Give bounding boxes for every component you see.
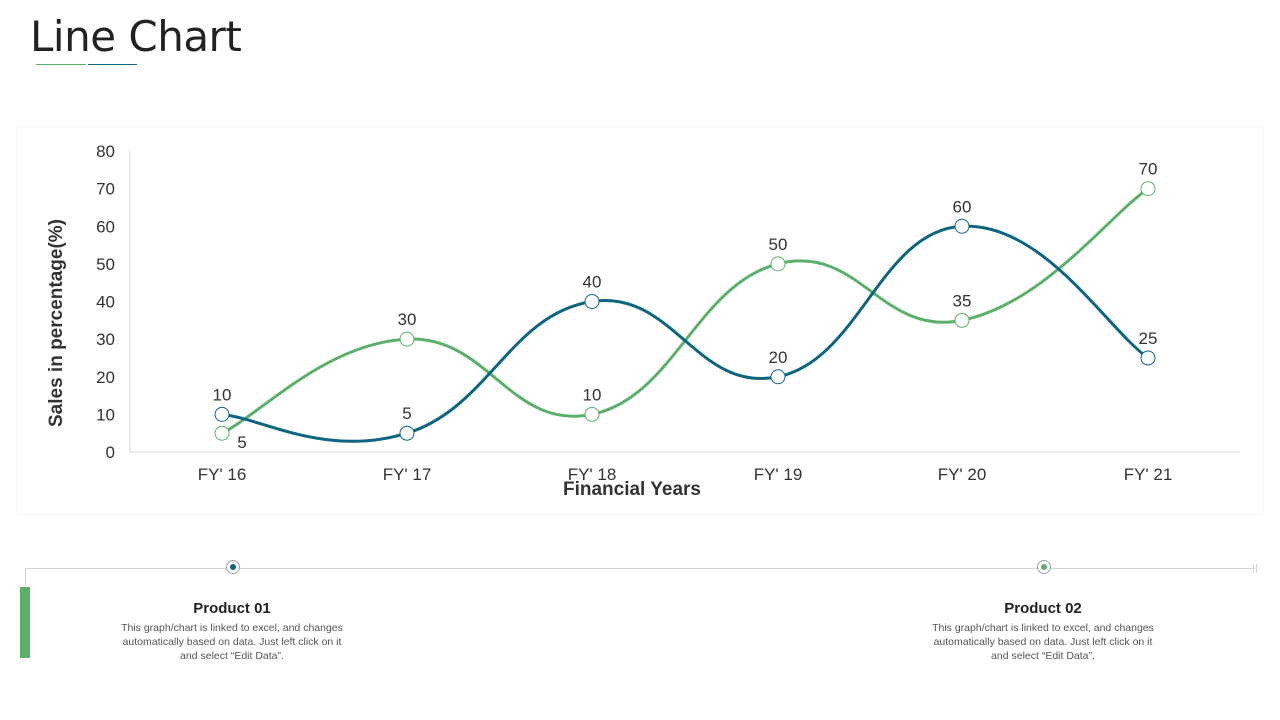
timeline-start-tick bbox=[25, 568, 26, 585]
series-line bbox=[221, 224, 1149, 443]
data-point bbox=[1140, 350, 1156, 366]
x-tick-label: FY' 16 bbox=[198, 465, 247, 484]
line-chart: 0 10 20 30 40 50 60 70 80 FY' 16 FY' 17 FY' 18 FY' 1… bbox=[46, 142, 1240, 500]
data-label: 40 bbox=[583, 273, 602, 292]
product-01-desc-line: and select “Edit Data”. bbox=[180, 650, 284, 662]
accent-side-bar bbox=[20, 587, 30, 658]
y-tick-label: 40 bbox=[96, 293, 115, 312]
product-02-marker-dot bbox=[1041, 564, 1047, 570]
data-point bbox=[214, 425, 230, 441]
product-01-marker-dot bbox=[230, 564, 236, 570]
timeline-line bbox=[25, 568, 1255, 569]
timeline-end-tick bbox=[1253, 564, 1254, 573]
data-label: 20 bbox=[769, 348, 788, 367]
x-tick-label: FY' 19 bbox=[754, 465, 803, 484]
product-02-desc-line: and select “Edit Data”. bbox=[991, 650, 1095, 662]
y-tick-label: 0 bbox=[106, 443, 115, 462]
product-02-desc-line: automatically based on data. Just left c… bbox=[933, 636, 1153, 648]
y-tick-label: 50 bbox=[96, 255, 115, 274]
data-label: 25 bbox=[1139, 329, 1158, 348]
x-tick-label: FY' 20 bbox=[938, 465, 987, 484]
y-tick-label: 10 bbox=[96, 405, 115, 424]
product-02-marker bbox=[1037, 560, 1051, 574]
data-label: 50 bbox=[769, 235, 788, 254]
product-02-block: Product 02 This graph/chart is linked to… bbox=[908, 600, 1178, 663]
y-tick-label: 70 bbox=[96, 180, 115, 199]
chart-card: 0 10 20 30 40 50 60 70 80 FY' 16 FY' 17 FY' 18 FY' 1… bbox=[18, 128, 1262, 514]
data-label: 30 bbox=[398, 310, 417, 329]
x-tick-label: FY' 18 bbox=[568, 465, 617, 484]
data-point bbox=[770, 256, 786, 272]
product-02-desc-line: This graph/chart is linked to excel, and… bbox=[932, 622, 1154, 634]
y-axis-title: Sales in percentage(%) bbox=[46, 219, 67, 427]
data-label: 5 bbox=[237, 433, 246, 452]
y-tick-label: 30 bbox=[96, 330, 115, 349]
product-01-block: Product 01 This graph/chart is linked to… bbox=[97, 600, 367, 663]
x-axis-title: Financial Years bbox=[563, 479, 701, 500]
data-point bbox=[214, 406, 230, 422]
data-label: 10 bbox=[213, 385, 232, 404]
data-label: 70 bbox=[1139, 160, 1158, 179]
title-underline-blue bbox=[88, 64, 137, 65]
y-tick-label: 20 bbox=[96, 368, 115, 387]
data-label: 10 bbox=[583, 385, 602, 404]
data-point bbox=[399, 331, 415, 347]
data-label: 35 bbox=[953, 291, 972, 310]
product-02-title: Product 02 bbox=[1004, 600, 1082, 617]
data-point bbox=[954, 218, 970, 234]
data-label: 5 bbox=[402, 404, 411, 423]
product-01-description: This graph/chart is linked to excel, and… bbox=[97, 621, 367, 663]
page-title: Line Chart bbox=[30, 12, 242, 61]
data-point bbox=[1140, 181, 1156, 197]
y-tick-label: 60 bbox=[96, 217, 115, 236]
product-01-title: Product 01 bbox=[193, 600, 271, 617]
data-label: 60 bbox=[953, 197, 972, 216]
data-point bbox=[399, 425, 415, 441]
series-line bbox=[221, 187, 1149, 435]
title-underline-green bbox=[36, 64, 86, 65]
product-01-marker bbox=[226, 560, 240, 574]
data-point bbox=[584, 294, 600, 309]
data-point bbox=[584, 406, 600, 422]
timeline-end-tick-2 bbox=[1256, 564, 1257, 573]
x-tick-label: FY' 17 bbox=[383, 465, 432, 484]
y-tick-label: 80 bbox=[96, 142, 115, 161]
data-point bbox=[954, 312, 970, 328]
x-tick-label: FY' 21 bbox=[1124, 465, 1173, 484]
product-01-desc-line: This graph/chart is linked to excel, and… bbox=[121, 622, 343, 634]
product-02-description: This graph/chart is linked to excel, and… bbox=[908, 621, 1178, 663]
data-point bbox=[770, 369, 786, 385]
product-01-desc-line: automatically based on data. Just left c… bbox=[122, 636, 342, 648]
